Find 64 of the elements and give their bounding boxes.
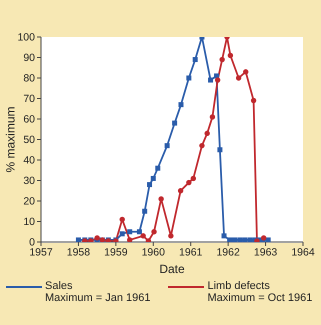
- point: [142, 208, 148, 214]
- y-tick-label: 20: [23, 196, 36, 208]
- point: [222, 233, 227, 238]
- point: [186, 76, 192, 80]
- text: Maximum = Oct 1961: [207, 292, 312, 304]
- point: [140, 233, 146, 239]
- point: [228, 52, 234, 58]
- x-tick-label: 1962: [216, 246, 240, 258]
- point: [243, 69, 248, 75]
- point: [242, 237, 248, 242]
- y-tick-label: 10: [23, 216, 36, 228]
- point: [237, 237, 242, 242]
- point: [178, 188, 184, 194]
- x-tick-label: 1957: [29, 246, 53, 258]
- legend-label: Sales: [45, 280, 74, 292]
- x-tick-label: 1964: [291, 246, 315, 258]
- y-axis-title: % maximum: [3, 106, 18, 173]
- text: Maximum = Jan 1961: [45, 292, 150, 304]
- y-tick-label: 80: [23, 72, 36, 85]
- y-tick-label: 70: [23, 93, 36, 106]
- point: [136, 229, 142, 234]
- point: [127, 229, 132, 234]
- point: [150, 176, 156, 181]
- point: [178, 102, 184, 108]
- point: [214, 77, 220, 83]
- point: [210, 114, 216, 120]
- x-axis-title: Date: [159, 262, 185, 276]
- point: [204, 130, 210, 136]
- x-tick-label: 1963: [254, 246, 278, 258]
- y-tick-label: 100: [17, 32, 36, 44]
- point: [76, 237, 81, 242]
- point: [232, 237, 238, 242]
- point: [192, 57, 198, 62]
- point: [120, 231, 125, 236]
- y-tick-label: 50: [23, 134, 36, 146]
- point: [219, 56, 225, 62]
- point: [127, 237, 132, 242]
- point: [186, 180, 192, 186]
- point: [199, 142, 205, 148]
- point: [164, 143, 170, 148]
- legend-label: Limb defects: [207, 280, 271, 292]
- point: [151, 229, 157, 234]
- point: [120, 216, 125, 222]
- point: [190, 176, 196, 182]
- point: [227, 237, 232, 242]
- y-tick-label: 0: [29, 236, 36, 249]
- point: [172, 120, 178, 126]
- point: [236, 75, 242, 81]
- point: [147, 182, 152, 188]
- x-tick-label: 1960: [142, 246, 166, 258]
- point: [155, 166, 160, 171]
- point: [250, 98, 256, 104]
- y-tick-label: 40: [23, 154, 36, 167]
- x-tick-label: 1959: [104, 246, 128, 258]
- point: [266, 237, 271, 242]
- x-tick-label: 1961: [179, 246, 203, 258]
- y-tick-label: 90: [23, 52, 36, 64]
- y-tick-label: 60: [23, 114, 36, 126]
- point: [168, 233, 174, 239]
- y-tick-label: 30: [23, 175, 36, 188]
- point: [208, 78, 214, 83]
- x-tick-label: 1958: [66, 246, 90, 258]
- point: [217, 147, 222, 152]
- point: [158, 196, 164, 202]
